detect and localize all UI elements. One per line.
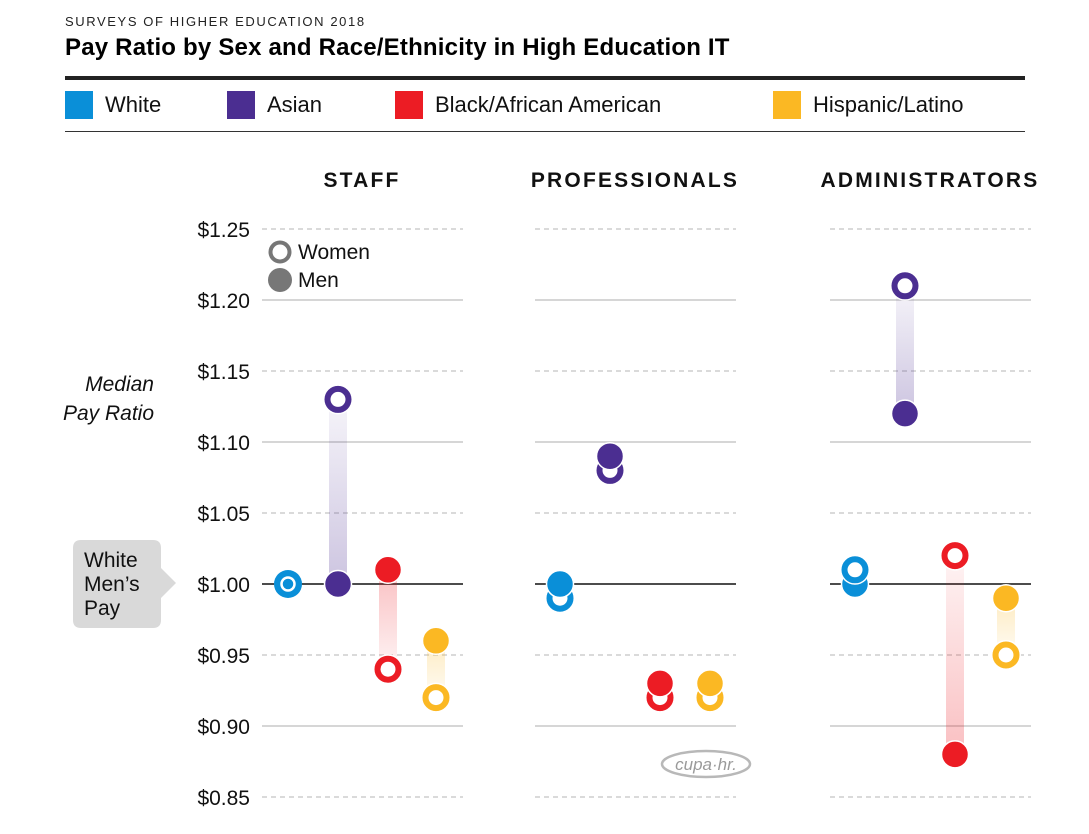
panel-title: ADMINISTRATORS [820,169,1039,192]
y-axis-title-line-1: Median [85,373,154,396]
women-key-label: Women [298,241,370,264]
y-tick-label: $1.20 [197,290,250,313]
legend-swatch-white [65,91,93,119]
connector-bar-administrators-asian [896,285,914,414]
men-point-staff-black [373,555,403,585]
logo-swoosh-icon [660,749,752,779]
title-rule [65,76,1025,80]
men-point-administrators-hispanic [991,583,1021,613]
women-point-staff-asian [324,385,352,413]
women-point-administrators-white [841,556,869,584]
men-point-staff-hispanic [421,626,451,656]
legend-label-hispanic: Hispanic/Latino [813,92,964,117]
legend-item-hispanic: Hispanic/Latino [773,91,963,119]
men-key-label: Men [298,269,339,292]
women-point-administrators-hispanic [992,641,1020,669]
men-point-professionals-hispanic [695,669,725,698]
connector-bar-staff-asian [329,399,347,584]
legend-item-white: White [65,91,161,119]
y-tick-label: $1.15 [197,361,250,384]
legend-item-asian: Asian [227,91,322,119]
women-point-administrators-black [941,542,969,570]
sex-key: Women Men [268,240,370,292]
y-tick-label: $1.00 [197,574,250,597]
cupa-hr-logo: cupa·hr. [660,749,752,779]
y-tick-label: $0.85 [197,787,250,810]
data-points [274,270,1021,769]
connector-bar-administrators-black [946,555,964,755]
men-point-staff-asian [323,569,353,599]
callout-bubble [73,540,176,628]
y-tick-label: $1.05 [197,503,250,526]
panel-title: PROFESSIONALS [531,169,739,192]
legend-label-white: White [105,92,162,117]
legend-rule [65,131,1025,132]
legend-label-black: Black/African American [435,92,662,117]
connector-bar-staff-black [379,569,397,670]
chart-title: Pay Ratio by Sex and Race/Ethnicity in H… [65,34,730,61]
legend-item-black: Black/African American [395,91,661,119]
women-point-staff-hispanic [422,684,450,712]
callout-line-2: Men’s [84,573,140,596]
y-tick-label: $0.90 [197,716,250,739]
y-tick-label: $1.25 [197,219,250,242]
women-key-icon [268,240,292,264]
men-point-professionals-white [545,569,575,599]
y-tick-label: $1.10 [197,432,250,455]
y-axis-title-line-2: Pay Ratio [63,402,154,425]
panel-title: STAFF [323,169,400,192]
gridlines [262,228,1031,798]
women-point-staff-white [280,576,296,592]
men-point-professionals-black [645,669,675,698]
men-point-professionals-asian [595,441,625,471]
logo-text: cupa·hr. [675,755,737,774]
legend-label-asian: Asian [267,92,323,117]
legend: White Asian Black/African American Hispa… [65,91,1025,121]
panel-titles: STAFF PROFESSIONALS ADMINISTRATORS [323,169,1039,192]
callout-line-3: Pay [84,597,121,620]
men-key-icon [268,268,292,292]
y-axis-ticks: $1.25 $1.20 $1.15 $1.10 $1.05 $1.00 $0.95 $0.90… [197,219,250,810]
women-point-staff-black [374,655,402,683]
legend-swatch-black [395,91,423,119]
legend-swatch-asian [227,91,255,119]
kicker: SURVEYS OF HIGHER EDUCATION 2018 [65,14,366,29]
men-point-administrators-black [940,740,970,769]
callout-line-1: White [84,549,138,572]
reference-callout: White Men’s Pay [73,540,176,628]
men-point-administrators-asian [890,399,920,428]
y-tick-label: $0.95 [197,645,250,668]
women-point-administrators-asian [891,272,919,300]
legend-swatch-hispanic [773,91,801,119]
